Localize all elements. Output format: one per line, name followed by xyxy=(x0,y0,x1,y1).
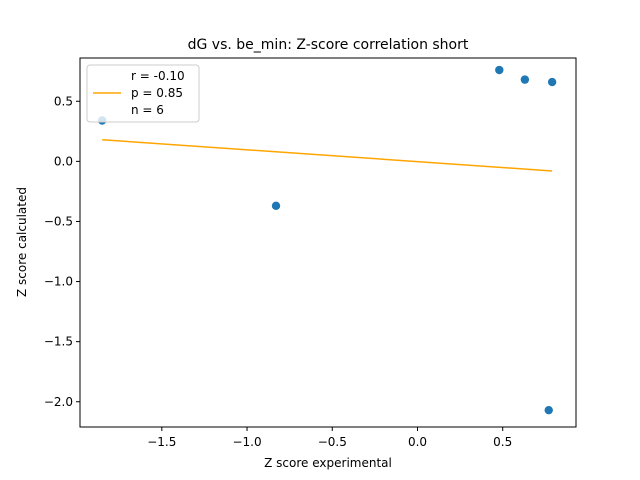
x-tick-label: 0.0 xyxy=(408,435,427,449)
x-tick-label: −1.0 xyxy=(232,435,261,449)
chart-title: dG vs. be_min: Z-score correlation short xyxy=(188,37,469,53)
data-point xyxy=(271,201,281,211)
legend-box xyxy=(86,64,200,123)
x-tick-label: 0.5 xyxy=(493,435,512,449)
x-axis-label: Z score experimental xyxy=(264,456,392,470)
data-point xyxy=(547,77,557,87)
legend-entry-p: p = 0.85 xyxy=(131,86,183,100)
y-tick-label: −2.0 xyxy=(44,395,73,409)
legend-entry-r: r = -0.10 xyxy=(131,69,185,83)
data-point xyxy=(495,65,504,75)
y-axis-label: Z score calculated xyxy=(15,187,29,297)
x-axis-ticks: −1.5 −1.0 −0.5 0.0 0.5 xyxy=(147,427,512,449)
plot-area xyxy=(97,65,557,415)
x-tick-label: −1.5 xyxy=(147,435,176,449)
data-point xyxy=(544,405,553,415)
data-point xyxy=(520,75,530,84)
legend-entry-n: n = 6 xyxy=(131,103,164,117)
y-tick-label: 0.0 xyxy=(54,154,73,168)
legend: r = -0.10 p = 0.85 n = 6 xyxy=(86,64,200,123)
y-tick-label: −0.5 xyxy=(44,214,73,228)
y-tick-label: 0.5 xyxy=(54,94,73,108)
y-tick-label: −1.0 xyxy=(44,275,73,289)
axes-frame xyxy=(79,57,577,428)
x-tick-label: −0.5 xyxy=(318,435,347,449)
regression-line xyxy=(102,138,553,172)
y-axis-ticks: −2.0 −1.5 −1.0 −0.5 0.0 0.5 xyxy=(44,94,80,409)
y-tick-label: −1.5 xyxy=(44,335,73,349)
